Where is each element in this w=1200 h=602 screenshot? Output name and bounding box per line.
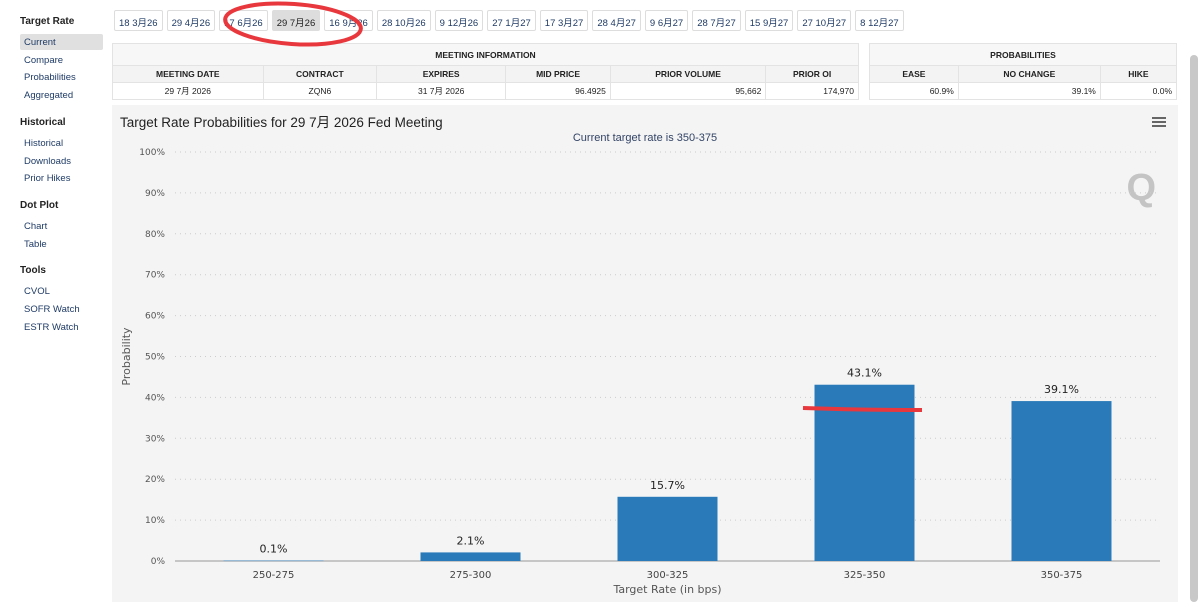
x-axis-title: Target Rate (in bps) bbox=[612, 583, 721, 596]
tab-meeting-date[interactable]: 15 9月27 bbox=[744, 10, 794, 31]
x-tick-label: 275-300 bbox=[450, 570, 492, 581]
column-header: MEETING DATE bbox=[112, 65, 264, 83]
tab-meeting-date[interactable]: 29 7月26 bbox=[271, 10, 321, 31]
column-header: PRIOR VOLUME bbox=[609, 65, 767, 83]
y-axis-title: Probability bbox=[120, 327, 133, 386]
column-header: HIKE bbox=[1099, 65, 1178, 83]
chart-panel: Target Rate Probabilities for 29 7月 2026… bbox=[112, 105, 1178, 602]
probabilities-table: PROBABILITIES EASE NO CHANGE HIKE 60.9% 39.1… bbox=[869, 43, 1178, 100]
column-header: PRIOR OI bbox=[765, 65, 859, 83]
chart-title: Target Rate Probabilities for 29 7月 2026… bbox=[120, 115, 443, 130]
y-tick-label: 30% bbox=[145, 434, 165, 444]
meeting-information-table: MEETING INFORMATION MEETING DATE CONTRACT… bbox=[112, 43, 859, 100]
sidebar-item-prior-hikes[interactable]: Prior Hikes bbox=[24, 173, 71, 185]
tab-meeting-date[interactable]: 28 10月26 bbox=[376, 10, 431, 31]
cell-value: 95,662 bbox=[609, 82, 767, 100]
bar bbox=[617, 496, 718, 561]
tab-meeting-date[interactable]: 9 6月27 bbox=[644, 10, 689, 31]
cell-value: 96.4925 bbox=[505, 82, 611, 100]
column-header: EASE bbox=[869, 65, 959, 83]
probabilities-title: PROBABILITIES bbox=[869, 43, 1177, 66]
bar-chart: 0% 10% 20% 30% 40% 50% 60% 70% 80% 90% 100% 0.1% 250… bbox=[120, 148, 1160, 596]
tab-meeting-date[interactable]: 17 3月27 bbox=[539, 10, 589, 31]
column-header: CONTRACT bbox=[262, 65, 378, 83]
bar bbox=[420, 552, 521, 561]
tab-meeting-date[interactable]: 28 4月27 bbox=[592, 10, 641, 31]
y-tick-label: 80% bbox=[145, 230, 165, 240]
cell-value: 39.1% bbox=[957, 82, 1101, 100]
cell-value: 31 7月 2026 bbox=[376, 82, 507, 100]
cell-value: 174,970 bbox=[765, 82, 859, 100]
y-tick-label: 20% bbox=[145, 475, 165, 485]
sidebar-section-title: Target Rate bbox=[20, 16, 75, 27]
sidebar-item-table[interactable]: Table bbox=[24, 238, 47, 250]
x-tick-label: 250-275 bbox=[253, 570, 295, 581]
cell-value: 0.0% bbox=[1099, 82, 1178, 100]
tab-meeting-date[interactable]: 18 3月26 bbox=[114, 10, 163, 31]
y-tick-label: 50% bbox=[145, 353, 165, 363]
y-tick-label: 90% bbox=[145, 189, 165, 199]
y-tick-label: 60% bbox=[145, 312, 165, 322]
data-label: 2.1% bbox=[457, 534, 485, 547]
tab-meeting-date[interactable]: 28 7月27 bbox=[692, 10, 741, 31]
sidebar-item-current[interactable]: Current bbox=[20, 34, 103, 50]
sidebar-item-compare[interactable]: Compare bbox=[24, 54, 64, 66]
tab-meeting-date[interactable]: 9 12月26 bbox=[434, 10, 484, 31]
tab-meeting-date[interactable]: 8 12月27 bbox=[855, 10, 904, 31]
chart-subtitle: Current target rate is 350-375 bbox=[572, 132, 718, 144]
data-label: 0.1% bbox=[260, 543, 288, 556]
meeting-info-title: MEETING INFORMATION bbox=[112, 43, 859, 66]
sidebar-item-aggregated[interactable]: Aggregated bbox=[24, 90, 74, 102]
meeting-date-tabs: 18 3月26 29 4月26 17 6月26 29 7月26 16 9月26 28 10… bbox=[114, 10, 904, 31]
tab-meeting-date[interactable]: 17 6月26 bbox=[219, 10, 268, 31]
x-tick-label: 300-325 bbox=[647, 570, 689, 581]
sidebar-item-historical[interactable]: Historical bbox=[24, 137, 64, 149]
cell-value: ZQN6 bbox=[262, 82, 378, 100]
y-tick-label: 40% bbox=[145, 393, 165, 403]
scrollbar[interactable] bbox=[1190, 55, 1198, 602]
y-tick-label: 0% bbox=[151, 557, 166, 567]
data-label: 15.7% bbox=[650, 479, 685, 492]
bar bbox=[223, 560, 324, 562]
bar bbox=[1011, 401, 1112, 561]
y-tick-label: 100% bbox=[139, 148, 165, 158]
tab-meeting-date[interactable]: 27 10月27 bbox=[797, 10, 852, 31]
data-label: 43.1% bbox=[847, 367, 882, 380]
sidebar-item-downloads[interactable]: Downloads bbox=[24, 155, 71, 167]
column-header: NO CHANGE bbox=[957, 65, 1101, 83]
cell-value: 29 7月 2026 bbox=[112, 82, 264, 100]
column-header: EXPIRES bbox=[376, 65, 507, 83]
sidebar-section-title: Historical bbox=[20, 116, 66, 128]
cell-value: 60.9% bbox=[869, 82, 959, 100]
tab-meeting-date[interactable]: 16 9月26 bbox=[324, 10, 373, 31]
x-tick-label: 325-350 bbox=[844, 570, 886, 581]
sidebar-item-chart[interactable]: Chart bbox=[24, 220, 48, 232]
sidebar-item-probabilities[interactable]: Probabilities bbox=[24, 72, 76, 84]
y-tick-label: 10% bbox=[145, 516, 165, 526]
column-header: MID PRICE bbox=[505, 65, 611, 83]
sidebar-item-sofr-watch[interactable]: SOFR Watch bbox=[24, 304, 80, 315]
chart-menu-icon[interactable] bbox=[1152, 115, 1166, 129]
bar bbox=[814, 384, 915, 561]
sidebar-section-title: Tools bbox=[20, 265, 46, 277]
y-tick-label: 70% bbox=[145, 271, 165, 281]
x-tick-label: 350-375 bbox=[1041, 570, 1083, 581]
watermark-q-logo: Q bbox=[1126, 167, 1156, 209]
tab-meeting-date[interactable]: 27 1月27 bbox=[487, 10, 536, 31]
data-label: 39.1% bbox=[1044, 383, 1079, 396]
sidebar-section-title: Dot Plot bbox=[20, 199, 59, 211]
sidebar-item-cvol[interactable]: CVOL bbox=[24, 286, 50, 298]
tab-meeting-date[interactable]: 29 4月26 bbox=[166, 10, 216, 31]
sidebar-item-estr-watch[interactable]: ESTR Watch bbox=[24, 321, 79, 333]
